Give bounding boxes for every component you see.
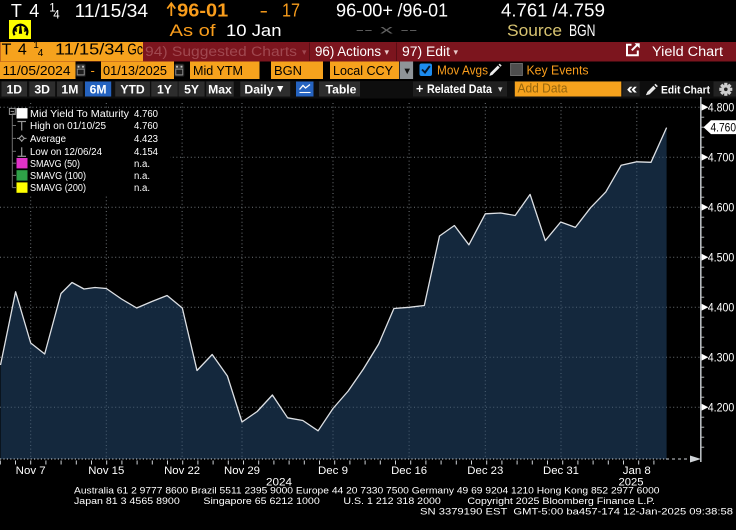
svg-text:Jan 8: Jan 8 (623, 465, 651, 477)
svg-text:96) Actions: 96) Actions (315, 44, 381, 59)
svg-text:4.760: 4.760 (711, 121, 736, 135)
svg-text:4: 4 (29, 1, 39, 21)
svg-text:n.a.: n.a. (134, 171, 150, 182)
svg-text:4.760: 4.760 (134, 121, 158, 132)
svg-text:4.400: 4.400 (708, 301, 735, 315)
svg-text:Australia 61 2 9777 8600 Brazi: Australia 61 2 9777 8600 Brazil 5511 239… (74, 486, 660, 496)
svg-text:▾: ▾ (302, 47, 307, 57)
svg-text:Nov 15: Nov 15 (88, 465, 124, 477)
svg-text:BGN: BGN (569, 21, 596, 40)
svg-text:Japan 81 3 4565 8900 Si: Japan 81 3 4565 8900 Singapore 65 6212 1… (74, 496, 655, 506)
svg-text:BGN: BGN (274, 63, 302, 78)
svg-text:2025: 2025 (619, 477, 644, 489)
svg-text:Nov 7: Nov 7 (16, 465, 46, 477)
svg-text:YTD: YTD (120, 82, 145, 96)
svg-text:Mid Yield To Maturity: Mid Yield To Maturity (30, 109, 129, 120)
svg-text:▼: ▼ (275, 83, 285, 95)
svg-text:Max: Max (208, 82, 232, 96)
svg-text:▾: ▾ (454, 47, 459, 57)
svg-text:4: 4 (18, 42, 27, 59)
svg-text:Dec 23: Dec 23 (467, 465, 503, 477)
svg-text:4.800: 4.800 (708, 101, 735, 115)
svg-text:17: 17 (282, 1, 300, 21)
svg-text:1: 1 (33, 40, 39, 51)
svg-text:6M: 6M (90, 82, 107, 96)
svg-text:SMAVG (200): SMAVG (200) (30, 183, 86, 194)
svg-text:97) Edit: 97) Edit (402, 44, 450, 59)
svg-text:Dec 9: Dec 9 (318, 465, 348, 477)
svg-text:1M: 1M (61, 82, 78, 96)
svg-text:Yield Chart: Yield Chart (652, 44, 723, 59)
svg-text:01/13/2025: 01/13/2025 (103, 64, 167, 78)
svg-text:-- x --: -- x -- (356, 23, 418, 37)
svg-text:/96-01: /96-01 (398, 1, 449, 21)
svg-text:High on 01/10/25: High on 01/10/25 (30, 121, 106, 132)
svg-text:«: « (627, 82, 638, 98)
svg-text:Edit Chart: Edit Chart (661, 84, 710, 96)
svg-text:96-00+: 96-00+ (336, 1, 393, 21)
svg-text:▾: ▾ (385, 47, 390, 57)
svg-text:+: + (416, 82, 423, 96)
svg-text:Add Data: Add Data (518, 82, 568, 96)
svg-text:Key Events: Key Events (527, 63, 589, 78)
svg-text:▼: ▼ (403, 66, 412, 77)
svg-text:11/15/34: 11/15/34 (75, 1, 149, 21)
svg-text:10 Jan: 10 Jan (226, 21, 282, 40)
svg-text:Average: Average (30, 134, 66, 145)
svg-text:Source: Source (507, 21, 562, 40)
svg-text:1: 1 (49, 2, 55, 14)
svg-text:Related Data: Related Data (427, 82, 492, 96)
svg-text:n.a.: n.a. (134, 159, 150, 170)
svg-text:4: 4 (38, 48, 44, 59)
svg-text:Low on 12/06/24: Low on 12/06/24 (30, 147, 102, 158)
svg-text:Gc: Gc (127, 42, 142, 59)
svg-text:11/15/34: 11/15/34 (55, 42, 125, 59)
svg-text:2024: 2024 (266, 477, 292, 489)
svg-text:Nov 29: Nov 29 (224, 465, 260, 477)
svg-text:94) Suggested Charts: 94) Suggested Charts (145, 44, 297, 59)
svg-text:4.300: 4.300 (708, 351, 735, 365)
svg-text:4.761: 4.761 (501, 1, 548, 21)
svg-text:4.423: 4.423 (134, 134, 158, 145)
svg-text:T: T (2, 42, 12, 59)
svg-text:Mid YTM: Mid YTM (193, 63, 243, 78)
svg-text:96-01: 96-01 (177, 1, 228, 21)
svg-text:Mov Avgs: Mov Avgs (437, 63, 488, 78)
svg-text:/4.759: /4.759 (553, 1, 606, 21)
svg-text:11/05/2024: 11/05/2024 (3, 64, 71, 78)
svg-text:SN 3379190 EST GMT-5:00 ba457: SN 3379190 EST GMT-5:00 ba457-174 12-Jan… (420, 507, 733, 517)
svg-text:▾: ▾ (498, 84, 503, 94)
svg-text:4.700: 4.700 (708, 151, 735, 165)
svg-text:SMAVG (50): SMAVG (50) (30, 159, 80, 170)
svg-text:Dec 16: Dec 16 (391, 465, 427, 477)
svg-text:3D: 3D (34, 82, 50, 96)
svg-text:Nov 22: Nov 22 (164, 465, 200, 477)
svg-text:As of: As of (170, 21, 216, 40)
svg-text:Dec 31: Dec 31 (543, 465, 579, 477)
svg-text:n.a.: n.a. (134, 183, 150, 194)
svg-text:-: - (91, 63, 95, 78)
svg-text:5Y: 5Y (184, 82, 199, 96)
svg-text:4.500: 4.500 (708, 251, 735, 265)
svg-text:4.760: 4.760 (134, 109, 158, 120)
svg-text:4: 4 (53, 9, 60, 21)
svg-text:4.200: 4.200 (708, 401, 735, 415)
svg-text:T: T (11, 1, 22, 21)
svg-text:4.154: 4.154 (134, 147, 158, 158)
svg-text:4.600: 4.600 (708, 201, 735, 215)
svg-text:Daily: Daily (244, 82, 273, 96)
svg-text:1Y: 1Y (157, 82, 172, 96)
svg-text:Local CCY: Local CCY (333, 63, 393, 78)
svg-text:Table: Table (326, 82, 357, 96)
svg-text:SMAVG (100): SMAVG (100) (30, 171, 86, 182)
svg-text:1D: 1D (6, 82, 22, 96)
svg-text:-: - (260, 1, 269, 21)
